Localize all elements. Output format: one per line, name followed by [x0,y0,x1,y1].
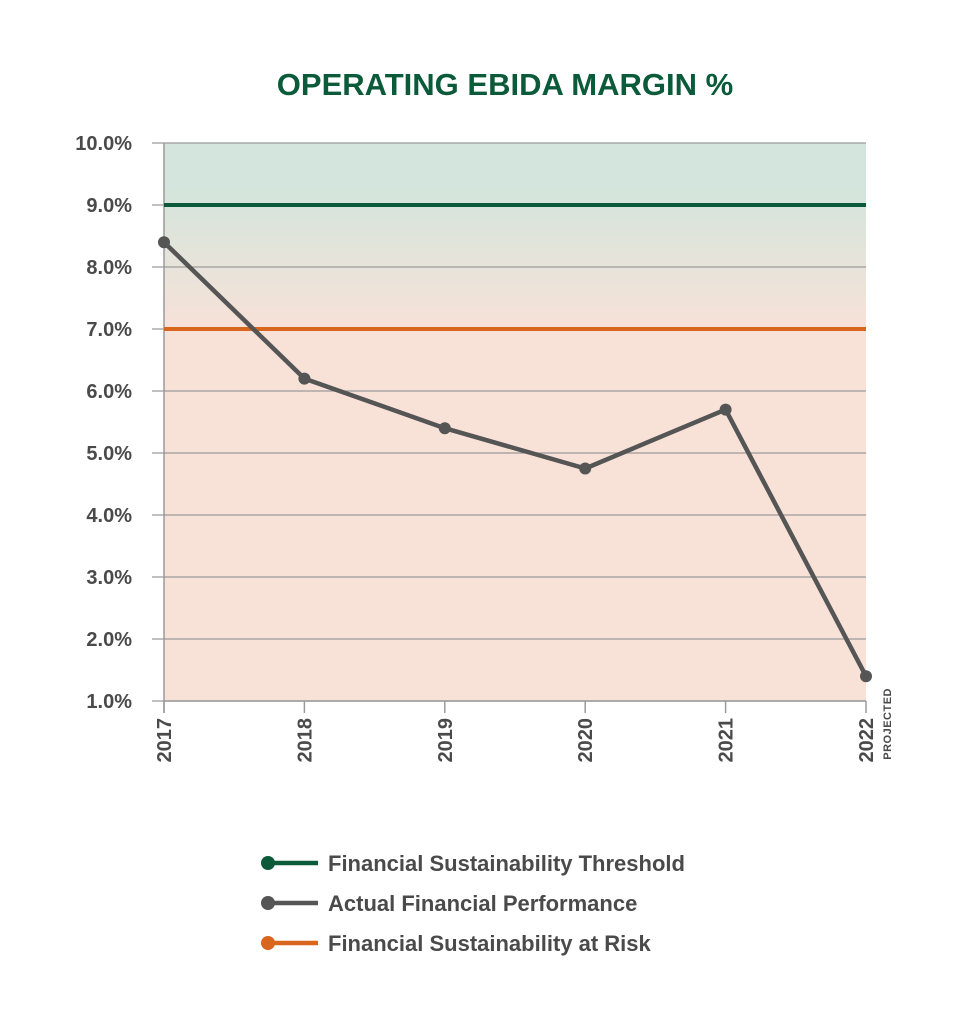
x-tick-label: 2021 [716,718,738,763]
y-tick-label: 2.0% [86,629,132,651]
legend-label: Financial Sustainability Threshold [328,851,685,876]
x-tick-label: 2020 [575,718,597,763]
reference-lines [164,203,866,331]
y-tick-label: 10.0% [75,133,132,155]
plot-background [164,143,866,701]
x-tick-label: 2022 [856,718,878,763]
x-tick-label: 2017 [154,718,176,763]
y-tick-label: 7.0% [86,319,132,341]
y-tick-label: 9.0% [86,195,132,217]
chart-title: OPERATING EBIDA MARGIN % [277,67,733,102]
data-point [438,422,451,435]
x-tick-note: PROJECTED [882,688,894,760]
legend-swatch-dot [261,896,275,910]
data-point [158,236,170,249]
y-tick-label: 5.0% [86,443,132,465]
x-tick-labels: 2017 2018 2019 2020 2021 2022 PROJECTED [154,688,894,763]
legend-label: Financial Sustainability at Risk [328,931,652,956]
x-tick-label: 2018 [294,718,316,763]
legend-swatch-dot [261,856,275,870]
data-point [298,372,311,385]
series-layer [158,236,872,683]
legend-swatch-dot [261,936,275,950]
data-point [579,462,592,475]
y-tick-label: 4.0% [86,505,132,527]
y-tick-label: 6.0% [86,381,132,403]
y-tick-label: 3.0% [86,567,132,589]
legend: Financial Sustainability Threshold Actual… [261,851,685,956]
data-point [719,403,732,416]
y-tick-label: 8.0% [86,257,132,279]
y-tick-labels: 1.0% 2.0% 3.0% 4.0% 5.0% 6.0% 7.0% 8.0% 9.0% 10.0… [75,133,132,713]
x-tick-label: 2019 [435,718,457,763]
series-line [162,240,868,678]
data-point [860,670,872,683]
y-tick-label: 1.0% [86,691,132,713]
legend-label: Actual Financial Performance [328,891,637,916]
